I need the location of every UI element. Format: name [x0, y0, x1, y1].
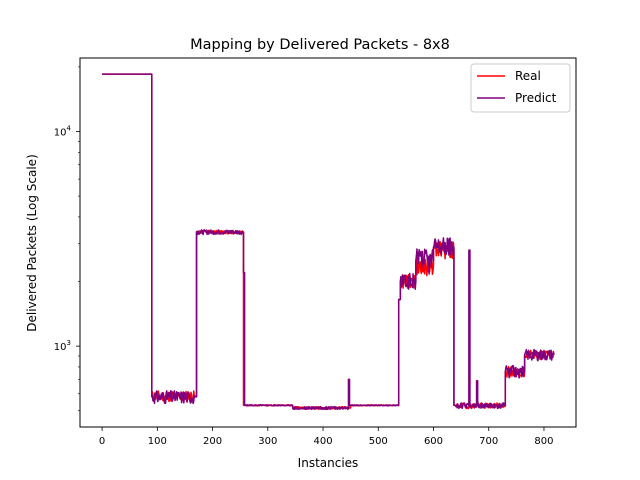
x-tick-label: 800 — [534, 436, 553, 447]
x-tick-label: 100 — [148, 436, 167, 447]
x-axis-ticks: 0 100 200 300 400 500 600 700 800 — [99, 427, 554, 447]
x-tick-label: 600 — [424, 436, 443, 447]
x-tick-label: 0 — [99, 436, 105, 447]
axes-frame — [79, 57, 577, 428]
y-axis-ticks: 103 104 — [54, 66, 80, 412]
series-lines — [101, 73, 555, 411]
legend: Real Predict — [470, 63, 571, 113]
y-tick-label: 103 — [54, 339, 71, 353]
y-axis-label: Delivered Packets (Log Scale) — [25, 154, 39, 331]
legend-label-predict: Predict — [515, 91, 557, 105]
x-tick-label: 700 — [479, 436, 498, 447]
x-tick-label: 500 — [369, 436, 388, 447]
y-tick-label: 104 — [54, 124, 72, 138]
series-line-predict — [101, 73, 555, 411]
x-tick-label: 200 — [203, 436, 222, 447]
x-tick-label: 300 — [258, 436, 277, 447]
chart-title: Mapping by Delivered Packets - 8x8 — [190, 37, 450, 53]
x-tick-label: 400 — [313, 436, 332, 447]
x-axis-label: Instancies — [298, 456, 359, 470]
legend-label-real: Real — [515, 69, 541, 83]
